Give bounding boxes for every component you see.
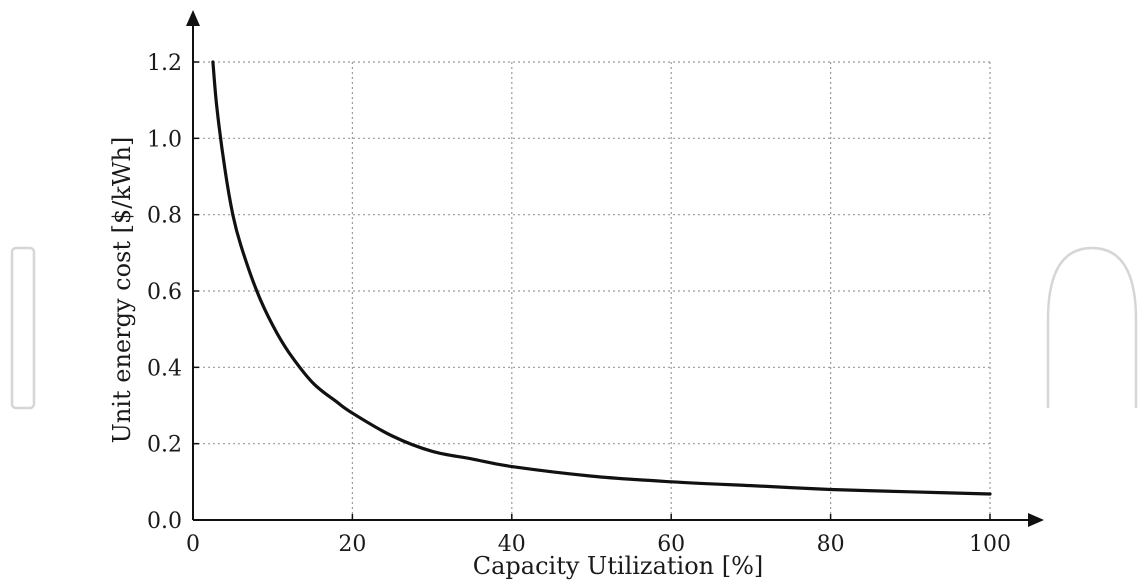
grid (193, 61, 991, 520)
y-tick-label: 0.8 (147, 204, 182, 229)
x-tick-label: 40 (498, 532, 526, 557)
y-tick-label: 0.0 (147, 509, 182, 534)
x-axis-title: Capacity Utilization [%] (473, 552, 764, 580)
y-tick-label: 0.2 (147, 433, 182, 458)
y-tick-label: 0.6 (147, 280, 182, 305)
series (211, 60, 992, 496)
y-tick-label: 0.4 (147, 356, 182, 381)
x-axis-arrow-icon (1028, 513, 1044, 527)
x-tick-label: 100 (969, 532, 1011, 557)
y-axis-title: Unit energy cost [$/kWh] (108, 137, 136, 444)
x-tick-label: 80 (817, 532, 845, 557)
x-tick-label: 20 (338, 532, 366, 557)
y-tick-label: 1.2 (147, 51, 182, 76)
watermark (10, 246, 1138, 410)
tick-labels: 0 20 40 60 80 100 0.0 0.2 0.4 0.6 0.8 1.0 1.2 (147, 51, 1011, 557)
series-line-0 (211, 60, 992, 496)
x-tick-label: 0 (186, 532, 200, 557)
y-tick-label: 1.0 (147, 127, 182, 152)
x-tick-label: 60 (657, 532, 685, 557)
y-axis-arrow-icon (186, 10, 200, 26)
axes (186, 10, 1044, 527)
